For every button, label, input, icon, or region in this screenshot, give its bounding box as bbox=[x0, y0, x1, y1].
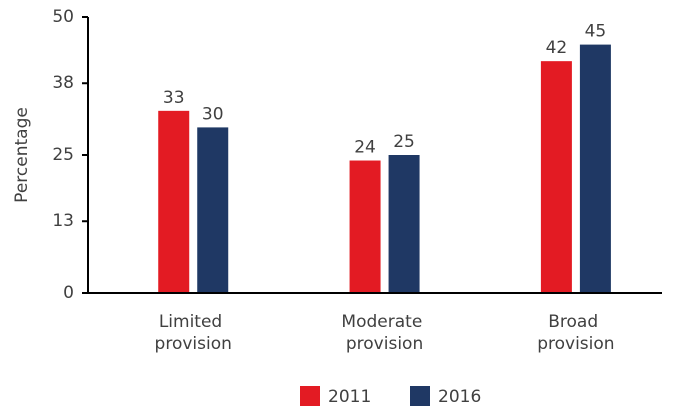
bar bbox=[349, 160, 381, 293]
legend-label: 2011 bbox=[328, 387, 371, 407]
bar bbox=[579, 44, 611, 293]
bar bbox=[540, 61, 572, 293]
y-tick-label: 25 bbox=[52, 145, 74, 165]
y-tick-label: 38 bbox=[52, 73, 74, 93]
y-tick-label: 50 bbox=[52, 7, 74, 27]
legend-swatch bbox=[300, 386, 320, 406]
value-label: 30 bbox=[202, 104, 224, 124]
value-label: 33 bbox=[163, 88, 185, 108]
y-tick-label: 0 bbox=[63, 283, 74, 303]
value-label: 45 bbox=[585, 22, 607, 42]
bar bbox=[197, 127, 229, 294]
x-tick-label: Broad provision bbox=[537, 312, 614, 354]
x-tick-label: Moderate provision bbox=[341, 312, 427, 354]
value-label: 24 bbox=[354, 138, 376, 158]
legend-swatch bbox=[410, 386, 430, 406]
y-axis-label: Percentage bbox=[12, 107, 32, 203]
bar bbox=[158, 110, 190, 293]
y-tick-label: 13 bbox=[52, 211, 74, 231]
bar bbox=[388, 155, 420, 293]
value-label: 25 bbox=[393, 132, 415, 152]
legend-label: 2016 bbox=[438, 387, 481, 407]
value-label: 42 bbox=[546, 38, 568, 58]
x-tick-label: Limited provision bbox=[155, 312, 232, 354]
